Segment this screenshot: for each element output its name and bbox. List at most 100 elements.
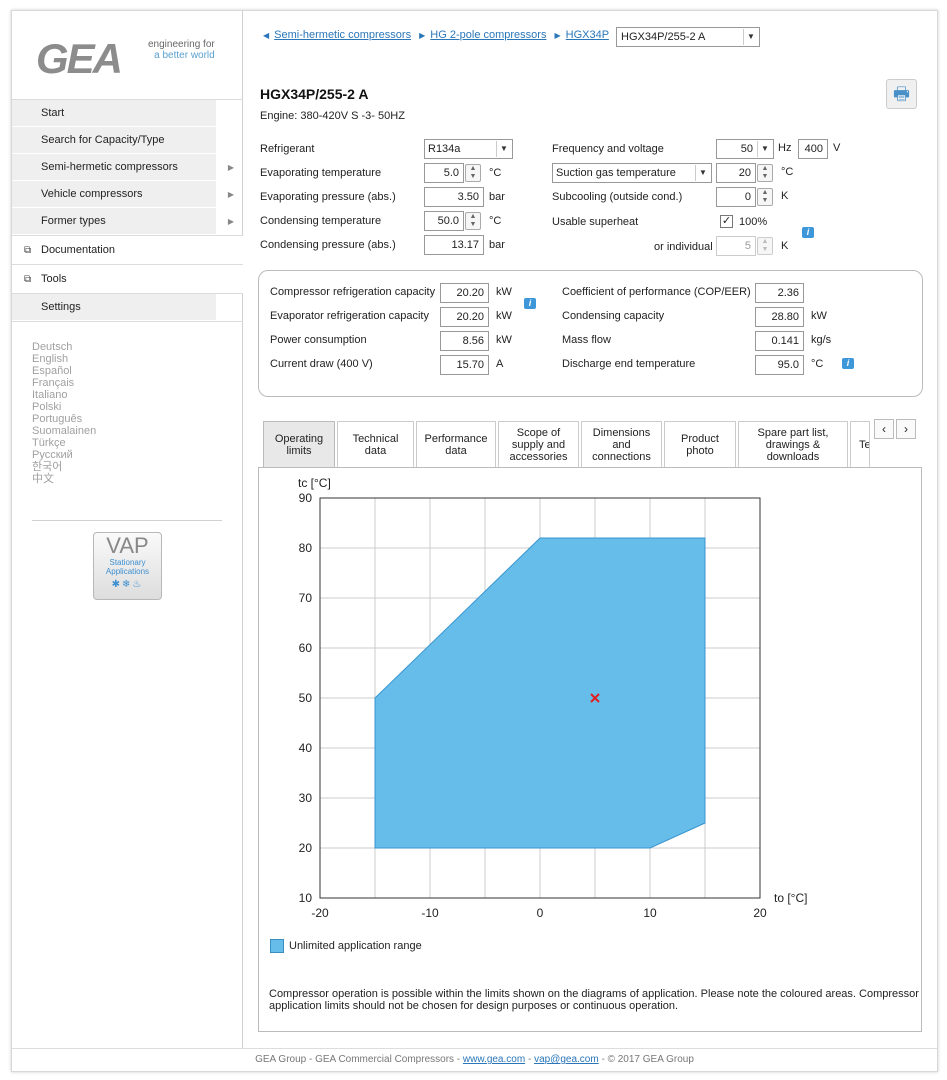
discharge-label: Discharge end temperature bbox=[562, 358, 696, 370]
sidebar-item-vehicle[interactable]: Vehicle compressors ▶ bbox=[12, 181, 234, 208]
evap-temp-input[interactable]: 5.0 bbox=[424, 163, 464, 183]
subcool-input[interactable]: 0 bbox=[716, 187, 756, 207]
tab-dimensions[interactable]: Dimensions and connections bbox=[581, 421, 662, 467]
operating-limits-panel: -20 -10 0 10 20 10 20 30 40 50 60 70 80 90 tc [°C] to [… bbox=[258, 467, 922, 1032]
print-button[interactable]: 🖶 bbox=[886, 79, 917, 109]
erc-unit: kW bbox=[496, 310, 512, 322]
sidebar-item-documentation[interactable]: ⧉ Documentation bbox=[12, 236, 243, 265]
refrigerant-value: R134a bbox=[428, 143, 461, 155]
freq-unit: Hz bbox=[778, 142, 792, 154]
sidebar-item-settings[interactable]: Settings bbox=[12, 294, 216, 321]
footer-mail-link[interactable]: vap@gea.com bbox=[534, 1054, 599, 1065]
superheat-checkbox[interactable]: ✓ bbox=[720, 215, 733, 228]
tab-next-button[interactable]: › bbox=[896, 419, 916, 439]
logo-text: GEA bbox=[36, 35, 123, 82]
sidebar-item-semi-hermetic[interactable]: Semi-hermetic compressors ▶ bbox=[12, 154, 234, 181]
page-title: HGX34P/255-2 A bbox=[260, 86, 369, 102]
cop-label: Coefficient of performance (COP/EER) bbox=[562, 286, 751, 298]
tab-label: Scope of bbox=[516, 426, 561, 439]
breadcrumb: ◀ Semi-hermetic compressors ▶ HG 2-pole co… bbox=[258, 29, 628, 41]
cond-press-input[interactable]: 13.17 bbox=[424, 235, 484, 255]
lang-pl[interactable]: Polski bbox=[32, 401, 62, 413]
breadcrumb-semi-hermetic[interactable]: Semi-hermetic compressors bbox=[274, 29, 412, 41]
lang-en[interactable]: English bbox=[32, 353, 69, 365]
tab-operating-limits[interactable]: Operating limits bbox=[263, 421, 335, 467]
superheat-label: Usable superheat bbox=[552, 216, 639, 228]
vap-subtitle-2: Applications bbox=[105, 567, 150, 576]
lang-pt[interactable]: Português bbox=[32, 413, 83, 425]
vap-logo[interactable]: VAP Stationary Applications ✱❄♨ bbox=[93, 532, 162, 600]
lang-it[interactable]: Italiano bbox=[32, 389, 68, 401]
tab-performance-data[interactable]: Performance data bbox=[416, 421, 496, 467]
chevron-down-icon: ▼ bbox=[695, 165, 710, 181]
tab-truncated[interactable]: Te bbox=[850, 421, 870, 467]
chevron-right-icon: ▶ bbox=[227, 190, 234, 199]
crc-unit: kW bbox=[496, 286, 512, 298]
evap-temp-stepper[interactable]: ▲ ▼ bbox=[465, 164, 481, 182]
lang-tr[interactable]: Türkçe bbox=[32, 437, 66, 449]
operating-point-marker bbox=[590, 693, 600, 703]
sidebar-item-former-types[interactable]: Former types ▶ bbox=[12, 208, 234, 235]
tab-spare-parts[interactable]: Spare part list, drawings & downloads bbox=[738, 421, 848, 467]
x-tick-label: 10 bbox=[643, 906, 657, 920]
info-icon[interactable]: i bbox=[842, 358, 854, 369]
subcool-stepper[interactable]: ▲ ▼ bbox=[757, 188, 773, 206]
subcool-label: Subcooling (outside cond.) bbox=[552, 191, 683, 203]
power-value: 8.56 bbox=[440, 331, 489, 351]
subcool-unit: K bbox=[781, 190, 789, 202]
cond-press-unit: bar bbox=[489, 239, 505, 251]
suction-mode-select[interactable]: Suction gas temperature ▼ bbox=[552, 163, 712, 183]
lang-fi[interactable]: Suomalainen bbox=[32, 425, 97, 437]
frequency-select[interactable]: 50 ▼ bbox=[716, 139, 774, 159]
tab-prev-button[interactable]: ‹ bbox=[874, 419, 894, 439]
lang-de[interactable]: Deutsch bbox=[32, 341, 73, 353]
discharge-value: 95.0 bbox=[755, 355, 804, 375]
cond-temp-stepper[interactable]: ▲ ▼ bbox=[465, 212, 481, 230]
y-tick-label: 60 bbox=[299, 641, 313, 655]
info-icon[interactable]: i bbox=[802, 227, 814, 238]
main-content: ◀ Semi-hermetic compressors ▶ HG 2-pole co… bbox=[243, 11, 938, 1048]
model-select[interactable]: HGX34P/255-2 A ▼ bbox=[616, 27, 760, 47]
logo-tagline-1: engineering for bbox=[148, 39, 215, 50]
evap-temp-unit: °C bbox=[489, 167, 502, 179]
breadcrumb-hgx34p[interactable]: HGX34P bbox=[565, 29, 609, 41]
tab-technical-data[interactable]: Technical data bbox=[337, 421, 414, 467]
chevron-down-icon: ▼ bbox=[496, 141, 511, 157]
suction-input[interactable]: 20 bbox=[716, 163, 756, 183]
individual-input[interactable]: 5 bbox=[716, 236, 756, 256]
triangle-right-icon: ▶ bbox=[554, 31, 561, 40]
language-list: Deutsch English Español Français Italian… bbox=[32, 341, 96, 485]
suction-stepper[interactable]: ▲ ▼ bbox=[757, 164, 773, 182]
y-tick-label: 90 bbox=[299, 491, 313, 505]
current-unit: A bbox=[496, 358, 504, 370]
footer-web-link[interactable]: www.gea.com bbox=[462, 1054, 526, 1065]
crc-value: 20.20 bbox=[440, 283, 489, 303]
chevron-right-icon: ▶ bbox=[227, 163, 234, 172]
suction-mode-value: Suction gas temperature bbox=[556, 167, 676, 179]
current-label: Current draw (400 V) bbox=[270, 358, 373, 370]
info-icon[interactable]: i bbox=[524, 298, 536, 309]
individual-stepper[interactable]: ▲ ▼ bbox=[757, 237, 773, 255]
cond-temp-unit: °C bbox=[489, 215, 502, 227]
breadcrumb-hg-2-pole[interactable]: HG 2-pole compressors bbox=[430, 29, 547, 41]
sidebar-item-start[interactable]: Start bbox=[12, 100, 216, 127]
voltage-input[interactable]: 400 bbox=[798, 139, 828, 159]
sidebar-item-tools[interactable]: ⧉ Tools bbox=[12, 265, 243, 294]
lang-fr[interactable]: Français bbox=[32, 377, 75, 389]
sidebar-item-label: Semi-hermetic compressors bbox=[41, 161, 178, 173]
gea-logo[interactable]: GEA engineering for a better world bbox=[36, 35, 226, 82]
sidebar-item-search[interactable]: Search for Capacity/Type bbox=[12, 127, 216, 154]
cop-value: 2.36 bbox=[755, 283, 804, 303]
refrigerant-select[interactable]: R134a ▼ bbox=[424, 139, 513, 159]
tab-scope-of-supply[interactable]: Scope of supply and accessories bbox=[498, 421, 579, 467]
sidebar-divider bbox=[32, 520, 222, 521]
lang-es[interactable]: Español bbox=[32, 365, 72, 377]
tab-product-photo[interactable]: Product photo bbox=[664, 421, 736, 467]
results-panel: Compressor refrigeration capacity 20.20 … bbox=[258, 270, 923, 397]
lang-ko[interactable]: 한국어 bbox=[32, 461, 63, 473]
lang-ru[interactable]: Русский bbox=[32, 449, 73, 461]
evap-press-input[interactable]: 3.50 bbox=[424, 187, 484, 207]
lang-zh[interactable]: 中文 bbox=[32, 473, 54, 485]
superheat-pct: 100% bbox=[739, 216, 768, 228]
cond-temp-input[interactable]: 50.0 bbox=[424, 211, 464, 231]
